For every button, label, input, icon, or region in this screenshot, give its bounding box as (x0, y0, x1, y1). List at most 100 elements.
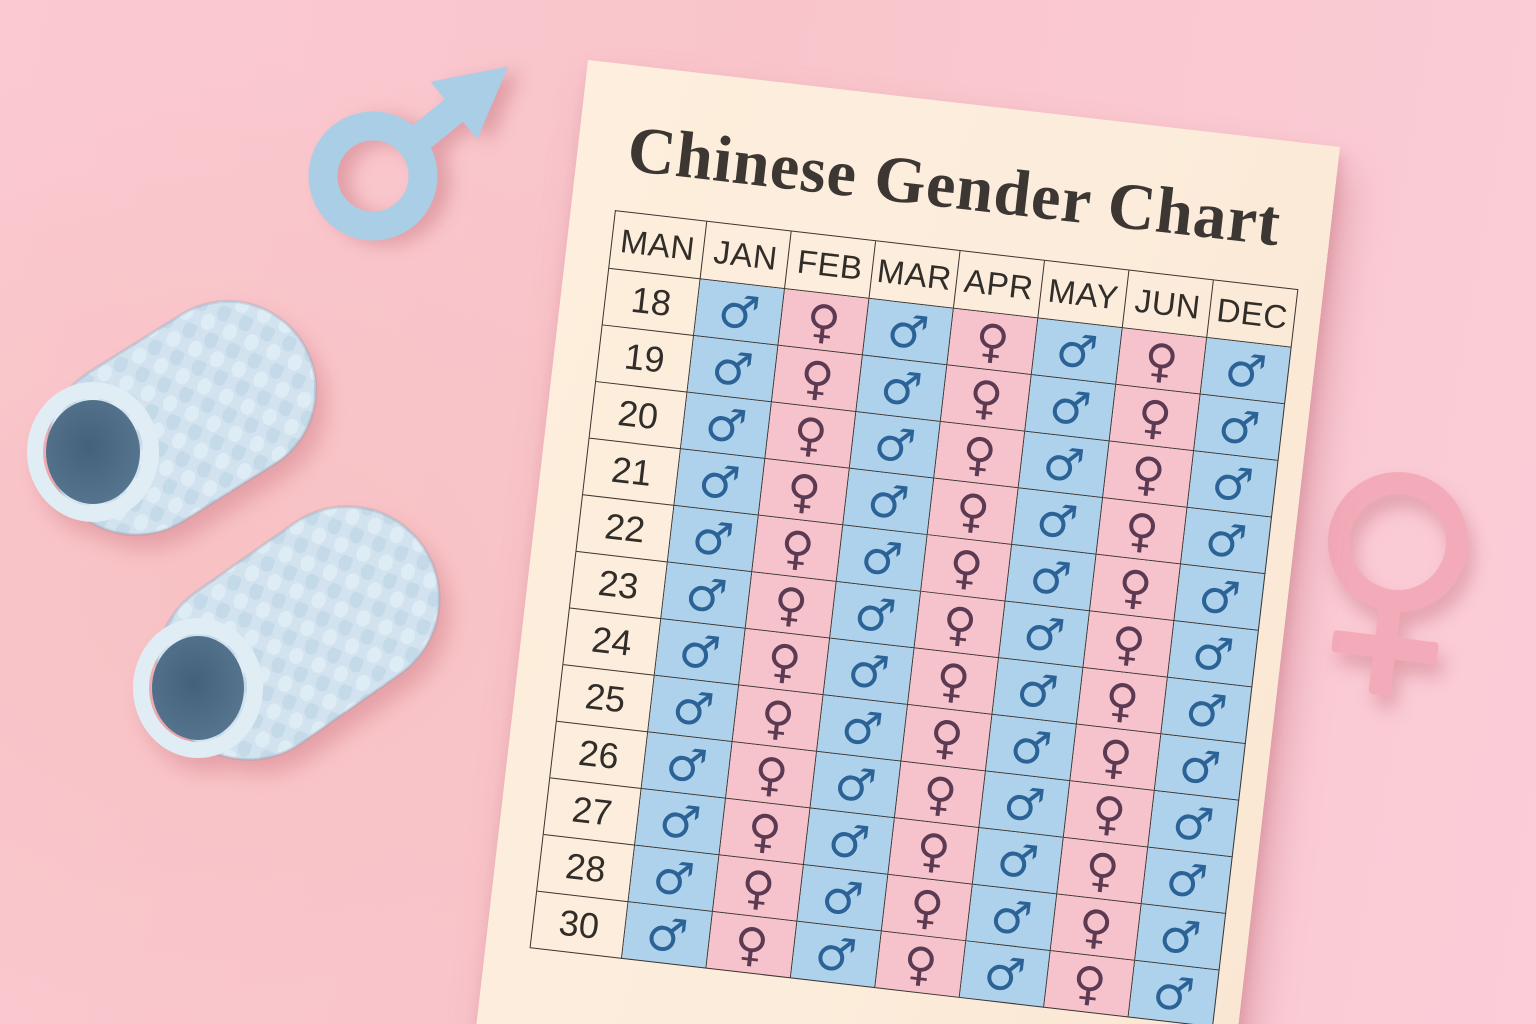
female-cell: ♀ (712, 855, 804, 922)
male-cell: ♂ (628, 845, 720, 913)
male-cell: ♂ (823, 638, 915, 706)
male-cell: ♂ (966, 884, 1058, 952)
male-cell: ♂ (641, 732, 733, 799)
male-cell: ♂ (1012, 488, 1104, 555)
female-cell: ♀ (778, 289, 870, 356)
age-cell: 19 (596, 325, 694, 393)
male-cell: ♂ (1174, 564, 1266, 631)
column-header: JUN (1122, 270, 1214, 339)
male-cell: ♂ (687, 336, 779, 403)
male-cell: ♂ (998, 601, 1090, 668)
bootie-left (27, 299, 318, 537)
male-cell: ♂ (693, 279, 785, 346)
male-cell: ♂ (836, 525, 928, 592)
female-cell: ♀ (947, 308, 1039, 376)
female-cell: ♀ (934, 421, 1026, 489)
female-cell: ♀ (1116, 328, 1208, 395)
female-cell: ♀ (1103, 441, 1195, 508)
female-cell: ♀ (732, 685, 824, 752)
female-cell: ♀ (752, 515, 844, 583)
age-cell: 28 (537, 835, 636, 903)
age-cell: 23 (569, 551, 668, 620)
male-cell: ♂ (1200, 338, 1292, 405)
female-cell: ♀ (1050, 894, 1142, 961)
male-cell: ♂ (661, 562, 753, 629)
female-cell: ♀ (875, 931, 967, 998)
age-cell: 24 (563, 608, 662, 676)
male-cell: ♂ (1167, 621, 1259, 688)
male-cell: ♂ (797, 865, 889, 932)
male-cell: ♂ (674, 449, 766, 516)
age-cell: 30 (530, 891, 629, 959)
bootie-cuff (27, 382, 159, 522)
female-cell: ♀ (758, 459, 850, 526)
female-cell: ♀ (927, 478, 1019, 545)
male-cell: ♂ (1031, 318, 1123, 385)
female-cell: ♀ (1096, 498, 1188, 565)
male-cell: ♂ (849, 412, 941, 479)
male-cell: ♂ (810, 751, 902, 819)
female-cell: ♀ (914, 591, 1006, 659)
female-cell: ♀ (921, 535, 1013, 602)
male-cell: ♂ (680, 392, 772, 460)
column-header: APR (953, 251, 1045, 319)
male-cell: ♂ (856, 355, 948, 422)
female-cell: ♀ (745, 572, 837, 639)
female-cell: ♀ (881, 874, 973, 942)
column-header: MAY (1038, 260, 1130, 329)
male-cell: ♂ (1018, 431, 1110, 499)
male-cell: ♂ (648, 675, 740, 743)
age-cell: 20 (589, 382, 688, 450)
female-cell: ♀ (1109, 384, 1201, 452)
male-cell: ♂ (972, 828, 1064, 895)
column-header: FEB (784, 231, 877, 299)
male-cell: ♂ (635, 788, 727, 856)
male-cell: ♂ (790, 921, 882, 989)
age-cell: 22 (576, 495, 675, 563)
female-cell: ♀ (1089, 554, 1181, 622)
column-header: MAR (869, 241, 961, 309)
female-cell: ♀ (907, 648, 999, 715)
female-cell: ♀ (1083, 611, 1175, 678)
male-cell: ♂ (1141, 847, 1233, 914)
male-cell: ♂ (1148, 790, 1240, 858)
male-cell: ♂ (621, 902, 713, 969)
male-cell: ♂ (654, 619, 746, 686)
bootie-cuff (133, 618, 263, 758)
male-cell: ♂ (816, 695, 908, 762)
female-cell: ♀ (1057, 837, 1149, 905)
male-cell: ♂ (992, 658, 1084, 725)
age-cell: 18 (602, 268, 701, 337)
age-cell: 27 (543, 778, 642, 846)
column-header: DEC (1207, 280, 1299, 348)
female-cell: ♀ (901, 705, 993, 772)
male-cell: ♂ (1187, 451, 1279, 518)
male-cell: ♂ (1128, 960, 1220, 1024)
female-cell: ♀ (719, 798, 811, 866)
male-cell: ♂ (862, 298, 954, 366)
male-cell: ♂ (667, 505, 759, 573)
column-header: MAN (609, 211, 708, 280)
bootie-opening (46, 400, 140, 504)
male-cell: ♂ (1180, 507, 1272, 575)
female-cell: ♀ (771, 345, 863, 413)
gender-chart-paper: Chinese Gender Chart MAN JAN FEB MAR APR MAY J… (466, 60, 1340, 1024)
female-cell: ♀ (726, 742, 817, 809)
male-cell: ♂ (979, 771, 1071, 838)
gender-table: MAN JAN FEB MAR APR MAY JUN DEC 18 ♂ ♀ ♂ ♀ ♂ ♀ ♂ 19 ♂ ♀ ♂ ♀ ♂… (529, 210, 1299, 1024)
female-cell: ♀ (765, 402, 857, 469)
female-cell: ♀ (1063, 781, 1155, 848)
male-cell: ♂ (959, 941, 1051, 1008)
bootie-opening (152, 636, 244, 740)
male-cell: ♂ (843, 468, 935, 536)
female-cell: ♀ (940, 365, 1032, 432)
female-cell: ♀ (1044, 951, 1136, 1018)
female-cell: ♀ (1076, 667, 1168, 735)
male-cell: ♂ (1025, 375, 1117, 442)
male-cell: ♂ (1161, 677, 1253, 745)
male-cell: ♂ (985, 714, 1077, 782)
